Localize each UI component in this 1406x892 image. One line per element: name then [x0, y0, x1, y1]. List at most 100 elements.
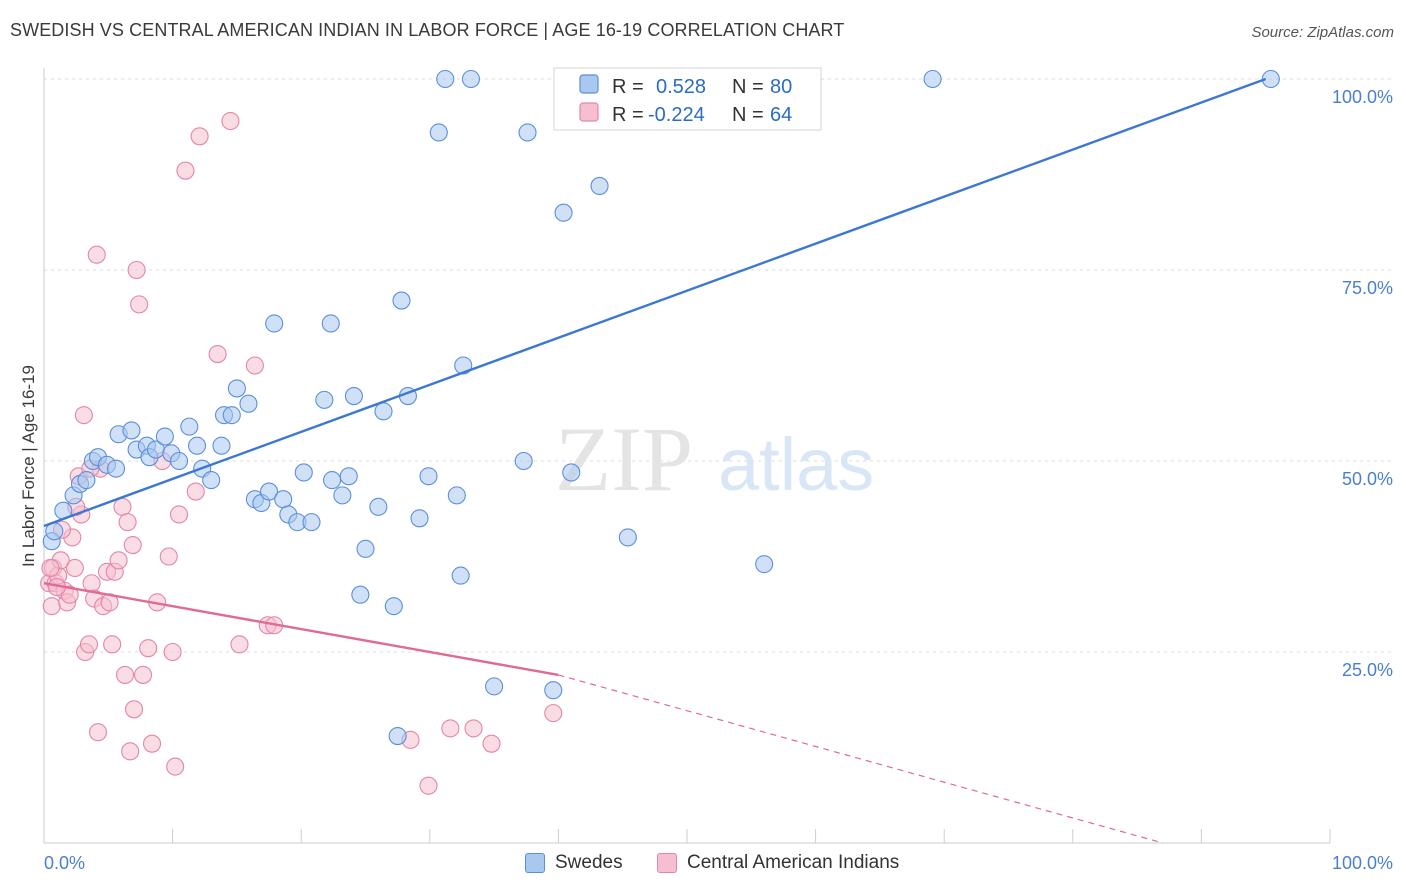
source-label: Source: ZipAtlas.com — [1251, 24, 1394, 41]
cai-point — [482, 734, 501, 753]
swedes-point — [265, 314, 284, 333]
swedes-point — [374, 402, 393, 421]
swedes-point — [106, 459, 126, 478]
cai-trendline-extension — [558, 674, 1163, 844]
cai-point — [123, 535, 142, 555]
cai-point — [103, 635, 122, 654]
x-tick-label: 0.0% — [44, 853, 85, 873]
cai-trendline — [43, 582, 559, 677]
swedes-point — [180, 417, 199, 436]
bottom-legend: Swedes Central American Indians — [0, 852, 1406, 878]
swedes-point — [388, 726, 407, 746]
cai-point — [208, 344, 227, 364]
cai-point — [245, 356, 264, 375]
cai-point — [115, 665, 135, 684]
swedes-point — [321, 314, 340, 333]
cai-point — [124, 700, 144, 719]
swedes-point — [315, 390, 334, 409]
cai-point — [142, 734, 162, 753]
y-tick-label: 25.0% — [1342, 660, 1393, 680]
cai-point — [42, 597, 61, 616]
cai-point — [139, 639, 158, 658]
swedes-point — [369, 497, 388, 516]
chart-title: SWEDISH VS CENTRAL AMERICAN INDIAN IN LA… — [10, 20, 845, 40]
cai-point — [186, 482, 205, 501]
legend-swatch-cai — [579, 102, 599, 122]
cai-point — [79, 635, 99, 654]
swedes-point — [554, 203, 573, 222]
swedes-trendline — [43, 77, 1267, 528]
cai-swatch — [657, 853, 677, 873]
legend-r-cai: -0.224 — [648, 104, 705, 126]
swedes-point — [227, 379, 246, 398]
cai-point — [121, 742, 140, 761]
legend-n-cai: 64 — [770, 104, 792, 126]
swedes-point — [212, 436, 231, 455]
legend-n-label-cai: N = — [732, 104, 764, 126]
bottom-legend-cai-label: Central American Indians — [687, 852, 900, 873]
swedes-point — [356, 539, 375, 558]
cai-point — [169, 505, 189, 524]
legend-n-label-swedes: N = — [732, 76, 764, 98]
swedes-point — [122, 421, 141, 440]
legend-r-swedes: 0.528 — [656, 76, 706, 98]
cai-point — [109, 551, 128, 570]
cai-point — [221, 111, 240, 131]
swedes-point — [302, 513, 321, 532]
y-tick-label: 50.0% — [1342, 469, 1393, 489]
swedes-swatch — [525, 853, 545, 873]
swedes-point — [419, 467, 438, 486]
cai-point — [87, 245, 106, 264]
swedes-point — [429, 123, 448, 142]
cai-point — [74, 406, 93, 425]
cai-point — [113, 497, 132, 516]
swedes-point — [436, 69, 455, 89]
swedes-point — [514, 451, 533, 471]
y-tick-label: 75.0% — [1342, 278, 1393, 298]
swedes-point — [451, 566, 470, 585]
swedes-point — [562, 463, 581, 482]
cai-point — [163, 642, 182, 662]
swedes-point — [461, 69, 481, 89]
swedes-point — [239, 394, 258, 413]
swedes-point — [187, 436, 207, 455]
swedes-point — [339, 467, 358, 486]
y-tick-label: 100.0% — [1332, 87, 1393, 107]
swedes-point — [485, 677, 504, 696]
swedes-point — [590, 176, 609, 196]
swedes-point — [755, 555, 774, 574]
x-tick-label: 100.0% — [1332, 853, 1393, 873]
legend-swatch-swedes — [579, 74, 599, 94]
bottom-legend-cai: Central American Indians — [657, 852, 899, 874]
swedes-point — [344, 387, 363, 406]
cai-point — [133, 665, 153, 684]
cai-point — [88, 723, 108, 742]
swedes-point — [351, 585, 370, 604]
swedes-point — [323, 471, 342, 490]
cai-point — [82, 574, 101, 593]
swedes-point — [923, 69, 942, 89]
swedes-point — [518, 123, 537, 142]
swedes-point — [259, 482, 279, 501]
swedes-point — [544, 681, 563, 700]
cai-point — [159, 547, 178, 566]
swedes-point — [274, 490, 293, 509]
bottom-legend-swedes-label: Swedes — [555, 852, 623, 873]
swedes-point — [447, 486, 466, 505]
cai-point — [176, 161, 195, 180]
legend-n-swedes: 80 — [770, 76, 792, 98]
legend-box: R = 0.528 N = 80 R = -0.224 N = 64 — [553, 67, 822, 131]
cai-point — [441, 719, 460, 738]
y-axis-label: In Labor Force | Age 16-19 — [19, 365, 38, 567]
swedes-point — [410, 509, 429, 528]
swedes-point — [392, 291, 411, 310]
swedes-point — [77, 471, 96, 490]
cai-point — [230, 635, 249, 654]
cai-point — [464, 719, 483, 738]
cai-point — [130, 295, 149, 314]
swedes-point — [294, 463, 313, 482]
swedes-point — [618, 528, 637, 547]
cai-point — [65, 558, 84, 578]
cai-point — [166, 757, 185, 776]
